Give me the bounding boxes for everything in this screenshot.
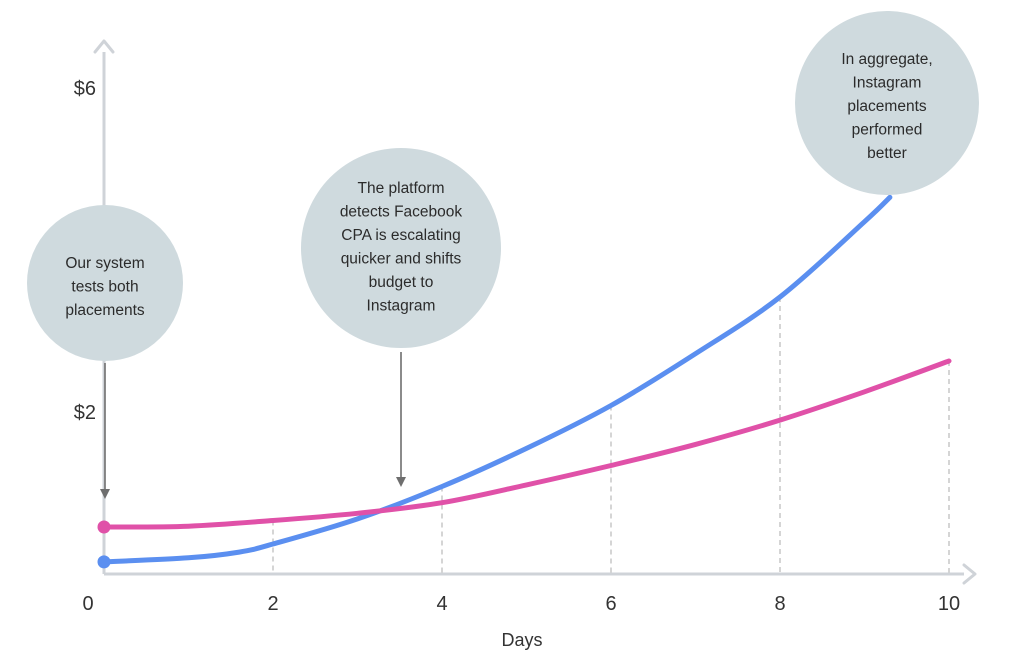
annotation-2: The platform detects Facebook CPA is escal…	[301, 148, 501, 487]
tick-labels: 0 2 4 6 8 10 $2 $6	[74, 78, 960, 615]
annotation-3: In aggregate, Instagram placements performe…	[795, 11, 979, 195]
annotation-1: Our system tests both placements	[27, 205, 183, 499]
y-tick-label: $6	[74, 78, 96, 100]
series-line-2	[101, 358, 952, 530]
annotation-bubble	[27, 205, 183, 361]
x-tick-label: 10	[938, 593, 960, 615]
y-axis-arrowhead	[93, 39, 115, 54]
annotation-bubble	[301, 148, 501, 348]
x-tick-label: 2	[267, 593, 278, 615]
annotation-text: Our system tests both placements	[65, 255, 145, 319]
series-line-1	[101, 194, 893, 565]
annotation-text: The platform detects Facebook CPA is escal…	[340, 180, 463, 315]
y-tick-label: $2	[74, 402, 96, 424]
annotation-bubble	[795, 11, 979, 195]
x-tick-label: 4	[436, 593, 447, 615]
annotation-text: In aggregate, Instagram placements performe…	[841, 51, 932, 162]
x-axis-title: Days	[501, 630, 542, 650]
series-lines	[97, 194, 952, 569]
x-axis-arrowhead	[962, 563, 977, 585]
vertical-gridlines	[272, 296, 950, 574]
series-start-dot-2	[97, 520, 111, 534]
annotations: Our system tests both placements The platfo…	[27, 11, 979, 499]
x-tick-label: 8	[774, 593, 785, 615]
x-tick-label: 6	[605, 593, 616, 615]
series-start-dot-1	[97, 555, 111, 569]
x-tick-label: 0	[82, 593, 93, 615]
